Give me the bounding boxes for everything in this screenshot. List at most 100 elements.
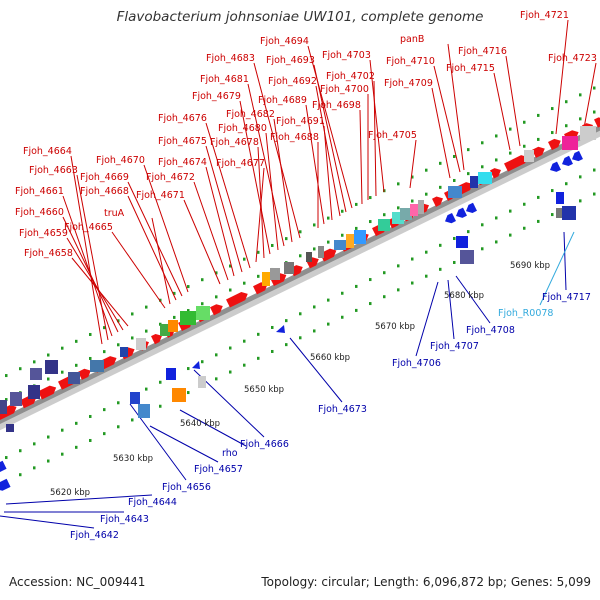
tick-mark: [159, 380, 162, 384]
tick-mark: [19, 449, 22, 453]
tick-mark: [481, 165, 484, 169]
feature-box: [318, 246, 324, 258]
leader-line: [447, 279, 455, 340]
kbp-tick-label: 5670 kbp: [375, 322, 415, 332]
leader-line: [255, 167, 265, 263]
feature-box: [562, 206, 576, 220]
tick-mark: [61, 452, 64, 456]
feature-box: [346, 234, 354, 248]
backbone-shadow: [0, 126, 600, 431]
tick-mark: [145, 329, 148, 333]
tick-mark: [439, 161, 442, 165]
leader-line: [193, 181, 229, 281]
leader-line: [431, 87, 451, 179]
leader-line: [273, 118, 293, 243]
tick-mark: [131, 336, 134, 340]
tick-mark: [509, 209, 512, 213]
tick-mark: [117, 319, 120, 323]
tick-mark: [467, 148, 470, 152]
tick-mark: [61, 346, 64, 350]
tick-mark: [439, 267, 442, 271]
tick-mark: [369, 302, 372, 306]
tick-mark: [467, 172, 470, 176]
leader-line: [359, 109, 363, 205]
gene-label: Fjoh_4707: [430, 341, 479, 352]
tick-mark: [257, 274, 260, 278]
rna-label: Fjoh_R0078: [498, 308, 553, 319]
tick-mark: [579, 117, 582, 121]
reverse-gene: [572, 150, 583, 162]
tick-mark: [495, 134, 498, 138]
feature-box: [166, 368, 176, 380]
leader-line: [5, 494, 153, 505]
tick-mark: [271, 243, 274, 247]
tick-mark: [481, 223, 484, 227]
tick-mark: [551, 107, 554, 111]
kbp-tick-label: 5640 kbp: [180, 419, 220, 429]
gene-label: Fjoh_4676: [158, 113, 207, 124]
gene-label: Fjoh_4677: [216, 158, 265, 169]
gene-label: Fjoh_4705: [368, 130, 417, 141]
tick-mark: [397, 264, 400, 268]
feature-box: [270, 268, 280, 280]
gene-label: Fjoh_4721: [520, 10, 569, 21]
tick-mark: [229, 264, 232, 268]
gene-arrow-shape: [432, 196, 443, 207]
gene-label: Fjoh_4665: [64, 222, 113, 233]
tick-mark: [215, 295, 218, 299]
tick-mark: [215, 271, 218, 275]
gene-label: Fjoh_4698: [312, 100, 361, 111]
gene-label: Fjoh_4709: [384, 78, 433, 89]
tick-mark: [215, 353, 218, 357]
kbp-tick-label: 5620 kbp: [50, 488, 90, 498]
gene-arrow-shape: [456, 207, 467, 218]
tick-mark: [495, 158, 498, 162]
tick-mark: [509, 233, 512, 237]
tick-mark: [33, 442, 36, 446]
gene-arrow-shape: [320, 248, 337, 262]
feature-box: [306, 252, 312, 262]
reverse-gene: [562, 155, 573, 167]
tick-mark: [285, 237, 288, 241]
feature-box: [448, 186, 462, 198]
tick-mark: [411, 199, 414, 203]
reverse-gene: [456, 207, 467, 218]
leader-line: [415, 281, 439, 357]
gene-label: Fjoh_4693: [266, 55, 315, 66]
tick-mark: [551, 213, 554, 217]
gene-label: Fjoh_4660: [15, 207, 64, 218]
forward-gene: [320, 248, 337, 262]
tick-mark: [271, 325, 274, 329]
forward-gene: [151, 333, 162, 345]
tick-mark: [201, 302, 204, 306]
feature-box: [556, 192, 564, 204]
tick-mark: [187, 285, 190, 289]
tick-mark: [341, 233, 344, 237]
tick-mark: [369, 278, 372, 282]
tick-mark: [523, 202, 526, 206]
tick-mark: [145, 387, 148, 391]
tick-mark: [243, 339, 246, 343]
tick-mark: [397, 288, 400, 292]
tick-mark: [537, 219, 540, 223]
gene-label: Fjoh_4675: [158, 136, 207, 147]
gene-label: Fjoh_4678: [210, 137, 259, 148]
gene-arrow-shape: [210, 304, 223, 316]
tick-mark: [5, 398, 8, 402]
gene-label: Fjoh_4682: [226, 109, 275, 120]
gene-arrow-shape: [594, 117, 600, 128]
gene-label: Fjoh_4688: [270, 132, 319, 143]
tick-mark: [103, 432, 106, 436]
tick-mark: [47, 353, 50, 357]
feature-box: [262, 272, 270, 286]
tick-mark: [523, 120, 526, 124]
gene-label: Fjoh_4674: [158, 157, 207, 168]
genome-backbone: [0, 124, 600, 431]
leader-line: [563, 231, 567, 291]
gene-label: truA: [104, 208, 125, 219]
tick-mark: [103, 326, 106, 330]
tick-mark: [47, 377, 50, 381]
tick-mark: [481, 247, 484, 251]
tick-mark: [369, 220, 372, 224]
forward-gene: [210, 304, 223, 316]
